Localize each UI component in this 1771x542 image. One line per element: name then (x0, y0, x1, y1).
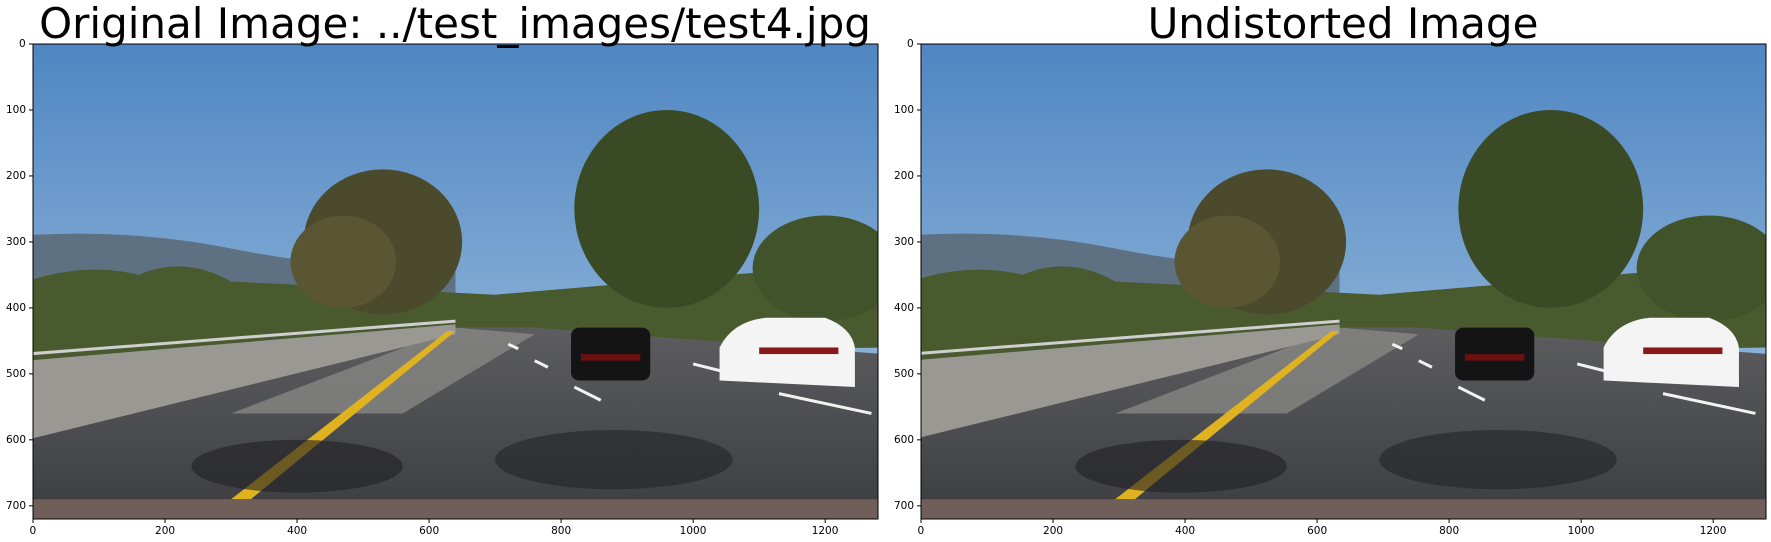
y-tick-label: 200 (894, 169, 915, 182)
black-car (1455, 327, 1535, 381)
y-tick-label: 0 (907, 38, 914, 50)
tree-right (574, 109, 760, 308)
car-hood (921, 499, 1766, 519)
white-lane-dash (507, 342, 519, 351)
y-tick-label: 400 (894, 301, 915, 314)
tree-right (1458, 109, 1644, 308)
white-lane-dash (1418, 359, 1433, 369)
car-hood (33, 499, 878, 519)
white-lane-dash (1662, 392, 1756, 415)
y-tick-label: 100 (894, 103, 915, 116)
x-tick-label: 1000 (1567, 525, 1595, 537)
right-panel-title: Undistorted Image (1147, 0, 1539, 48)
x-tick-label: 800 (551, 525, 572, 537)
left-panel-title: Original Image: ../test_images/test4.jpg (39, 0, 871, 48)
x-tick-label: 0 (29, 525, 37, 537)
white-lane-dash (1391, 342, 1403, 351)
y-tick-label: 200 (6, 169, 27, 182)
y-tick-label: 500 (894, 367, 915, 380)
x-tick-label: 400 (287, 525, 308, 537)
photo-panel-original (33, 44, 878, 519)
x-tick-label: 1200 (811, 525, 839, 537)
photo-panel-undistorted (921, 44, 1766, 519)
x-tick-label: 1000 (679, 525, 707, 537)
y-tick-label: 0 (19, 38, 26, 50)
white-lane-dash (534, 359, 549, 369)
y-tick-label: 100 (6, 103, 27, 116)
x-tick-label: 200 (1043, 525, 1064, 537)
y-tick-label: 400 (6, 301, 27, 314)
y-tick-label: 500 (6, 367, 27, 380)
x-tick-label: 200 (155, 525, 176, 537)
axes-frame (920, 43, 1767, 520)
x-tick-label: 600 (419, 525, 440, 537)
x-tick-label: 1200 (1699, 525, 1727, 537)
y-tick-label: 700 (894, 499, 915, 512)
y-tick-label: 300 (894, 235, 915, 248)
x-tick-label: 600 (1307, 525, 1328, 537)
white-lane-dash (1457, 385, 1486, 402)
y-tick-label: 700 (6, 499, 27, 512)
guard-rail (921, 324, 1340, 438)
white-lane-dash (778, 392, 872, 415)
guard-rail (33, 324, 456, 439)
axes-frame (32, 43, 879, 520)
y-tick-label: 600 (6, 433, 27, 446)
x-tick-label: 0 (917, 525, 925, 537)
y-tick-label: 600 (894, 433, 915, 446)
black-car (571, 327, 651, 381)
x-tick-label: 800 (1439, 525, 1460, 537)
x-tick-label: 400 (1175, 525, 1196, 537)
white-lane-dash (573, 385, 602, 402)
y-tick-label: 300 (6, 235, 27, 248)
